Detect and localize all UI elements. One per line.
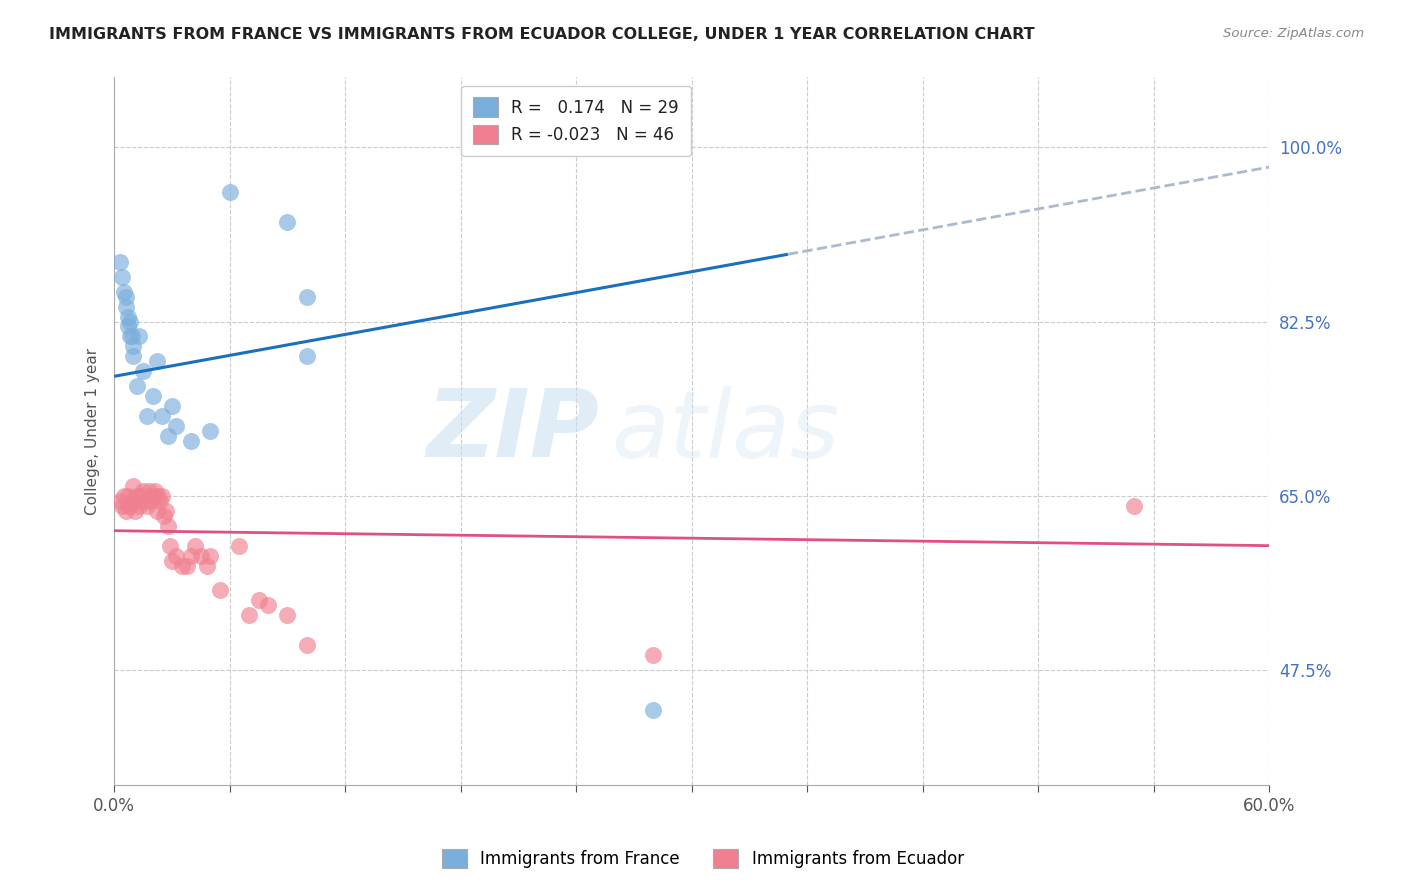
Point (195, 558, 218, 573)
Point (145, 354, 167, 368)
Text: ZIP: ZIP (426, 385, 599, 477)
Point (247, 593, 270, 607)
Point (142, 389, 165, 403)
Point (117, 499, 139, 513)
Point (122, 339, 145, 353)
Point (112, 285, 135, 299)
Point (111, 269, 134, 284)
Point (180, 549, 202, 563)
Point (121, 493, 143, 508)
Y-axis label: College, Under 1 year: College, Under 1 year (86, 348, 100, 515)
Point (135, 409, 157, 424)
Point (117, 310, 139, 324)
Point (143, 483, 166, 498)
Point (1123, 499, 1146, 513)
Point (200, 424, 222, 438)
Point (108, 493, 131, 508)
Point (150, 409, 173, 424)
Point (157, 518, 180, 533)
Point (118, 329, 141, 343)
Point (121, 329, 143, 343)
Point (117, 319, 139, 334)
Point (139, 493, 162, 508)
Point (276, 215, 298, 229)
Point (160, 399, 183, 413)
Point (128, 329, 150, 343)
Point (170, 558, 193, 573)
Point (643, 648, 665, 663)
Point (209, 583, 232, 598)
Point (149, 493, 172, 508)
Point (165, 549, 187, 563)
Point (176, 558, 198, 573)
Point (128, 499, 150, 513)
Point (142, 489, 165, 503)
Text: atlas: atlas (610, 385, 839, 476)
Point (160, 553, 183, 567)
Point (145, 504, 167, 518)
Point (276, 608, 298, 623)
Point (155, 504, 177, 518)
Legend: Immigrants from France, Immigrants from Ecuador: Immigrants from France, Immigrants from … (436, 842, 970, 875)
Point (180, 434, 202, 448)
Point (117, 489, 139, 503)
Point (184, 539, 207, 553)
Point (122, 350, 145, 364)
Point (127, 489, 149, 503)
Point (190, 549, 212, 563)
Point (218, 185, 240, 199)
Point (238, 608, 260, 623)
Point (165, 419, 187, 434)
Point (135, 499, 157, 513)
Point (127, 379, 149, 393)
Point (124, 504, 146, 518)
Point (257, 599, 280, 613)
Point (134, 493, 156, 508)
Point (153, 508, 176, 523)
Point (122, 479, 145, 493)
Point (114, 290, 136, 304)
Legend: R =   0.174   N = 29, R = -0.023   N = 46: R = 0.174 N = 29, R = -0.023 N = 46 (461, 86, 690, 156)
Point (200, 549, 222, 563)
Point (643, 703, 665, 717)
Point (228, 539, 250, 553)
Point (118, 314, 141, 328)
Point (108, 254, 131, 268)
Point (150, 489, 173, 503)
Point (118, 499, 141, 513)
Point (112, 489, 135, 503)
Point (132, 364, 155, 378)
Point (159, 539, 181, 553)
Point (111, 499, 134, 513)
Text: IMMIGRANTS FROM FRANCE VS IMMIGRANTS FROM ECUADOR COLLEGE, UNDER 1 YEAR CORRELAT: IMMIGRANTS FROM FRANCE VS IMMIGRANTS FRO… (49, 27, 1035, 42)
Point (148, 489, 170, 503)
Point (138, 483, 160, 498)
Point (295, 638, 318, 652)
Point (157, 429, 180, 443)
Point (132, 483, 155, 498)
Point (114, 300, 136, 314)
Point (295, 350, 318, 364)
Point (114, 504, 136, 518)
Point (129, 489, 152, 503)
Point (295, 290, 318, 304)
Text: Source: ZipAtlas.com: Source: ZipAtlas.com (1223, 27, 1364, 40)
